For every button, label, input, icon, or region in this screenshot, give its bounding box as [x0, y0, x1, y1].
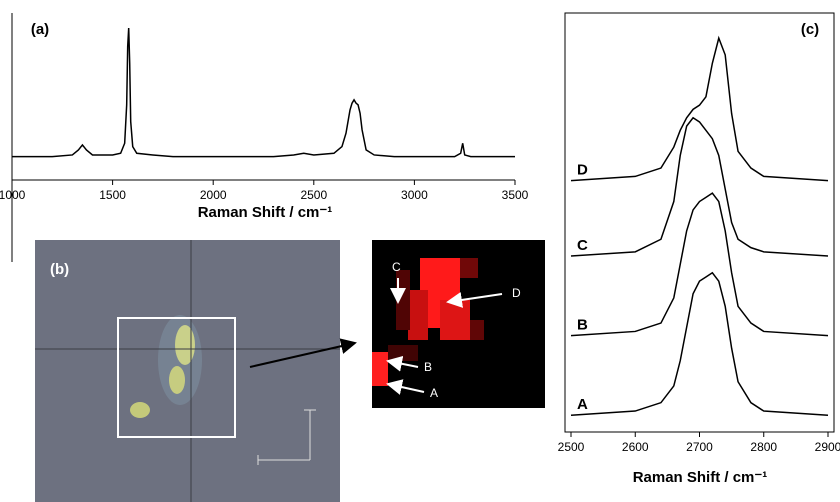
plot-frame [564, 12, 835, 433]
panel-label: (b) [50, 261, 69, 278]
curve-label: A [577, 396, 588, 413]
x-tick-label: 2000 [200, 188, 227, 202]
x-tick-label: 2700 [686, 440, 713, 454]
x-tick-label: 1000 [0, 188, 26, 202]
panel-label: (c) [801, 21, 819, 38]
panel-label: (a) [31, 21, 49, 38]
spectrum-line [570, 35, 829, 182]
spectrum-line [570, 271, 829, 416]
curve-label: C [577, 237, 588, 254]
spectrum-line [12, 27, 515, 158]
arrow [249, 338, 357, 368]
x-tick-label: 2500 [300, 188, 327, 202]
x-tick-label: 2900 [815, 440, 840, 454]
curve-label: B [577, 317, 588, 334]
x-tick-label: 1500 [99, 188, 126, 202]
x-tick-label: 2500 [558, 440, 585, 454]
x-tick-label: 3000 [401, 188, 428, 202]
x-tick-label: 2800 [750, 440, 777, 454]
optical-image: (b) [35, 240, 340, 502]
map-label: C [392, 260, 401, 274]
x-axis-label: Raman Shift / cm⁻¹ [633, 469, 768, 486]
map-label: A [430, 386, 438, 400]
x-axis-label: Raman Shift / cm⁻¹ [198, 204, 333, 221]
map-label: B [424, 360, 432, 374]
x-tick-label: 2600 [622, 440, 649, 454]
curve-label: D [577, 162, 588, 179]
map-label: D [512, 286, 521, 300]
raman-map: C D B A [372, 240, 545, 408]
spectrum-line [570, 192, 829, 337]
spectrum-line [570, 116, 829, 257]
x-tick-label: 3500 [502, 188, 529, 202]
